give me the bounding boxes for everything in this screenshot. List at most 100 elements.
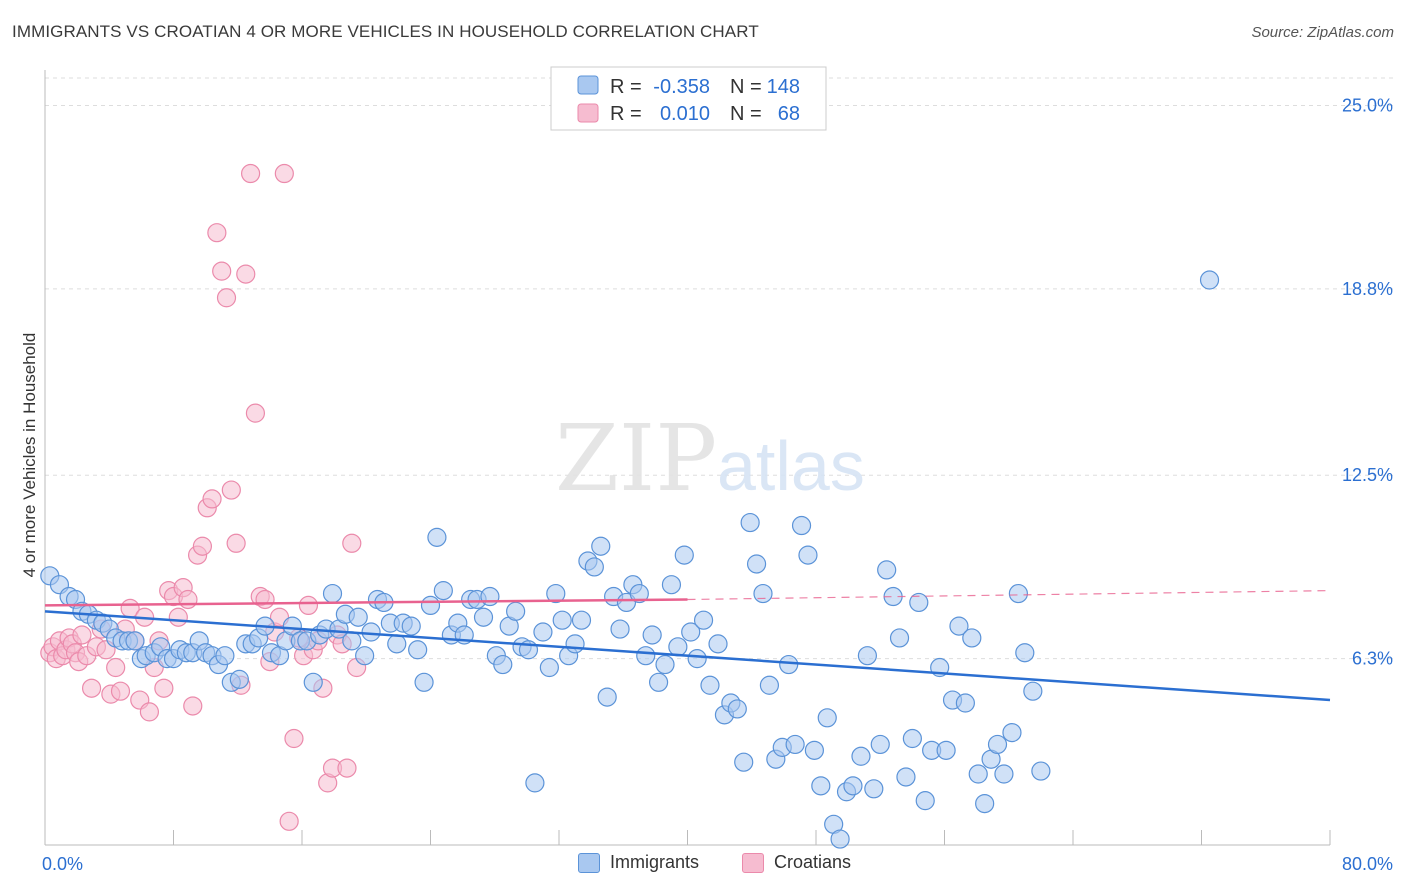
immigrants-point (661, 575, 682, 595)
croatians-point (274, 163, 294, 184)
immigrants-point (1002, 722, 1022, 743)
immigrants-point (229, 669, 249, 689)
immigrants-point (480, 586, 500, 607)
croatians-point (81, 678, 102, 698)
croatians-point (245, 403, 266, 423)
legend-item-immigrants[interactable]: Immigrants (578, 852, 699, 873)
immigrants-point (1015, 643, 1035, 663)
croatians-point (255, 589, 275, 610)
immigrants-point (968, 764, 988, 784)
axes (44, 70, 1331, 846)
immigrants-point (1031, 761, 1051, 781)
trend-lines (44, 590, 1331, 702)
immigrants-point (975, 793, 995, 814)
immigrants-point (668, 637, 688, 657)
immigrants-point (591, 536, 611, 556)
immigrants-point (727, 699, 747, 719)
immigrants-point (734, 752, 754, 772)
immigrants-swatch (578, 852, 600, 873)
legend-n-label-1: N = (730, 76, 762, 98)
watermark-zip: ZIP (555, 405, 717, 512)
y-tick-label: 12.5% (1342, 465, 1393, 485)
legend-r-label-1: R = (610, 76, 642, 98)
immigrants-point (955, 693, 975, 713)
immigrants-point (571, 610, 592, 630)
croatians-point (110, 681, 131, 701)
immigrants-point (785, 734, 805, 755)
immigrants-point (546, 583, 566, 604)
immigrants-point (433, 581, 453, 601)
croatians-point (226, 533, 246, 553)
watermark-atlas: atlas (717, 427, 865, 505)
immigrants-point (1023, 681, 1043, 701)
immigrants-point (870, 734, 890, 755)
immigrants-point (681, 622, 701, 642)
immigrants-point (909, 592, 929, 613)
immigrants-point (414, 672, 434, 692)
immigrants-point (473, 607, 494, 627)
immigrants-point (322, 583, 343, 604)
immigrants-point (533, 622, 553, 642)
immigrants-point (642, 625, 662, 645)
immigrants-point (746, 554, 767, 574)
immigrants-point (420, 595, 441, 616)
croatians-point (192, 536, 213, 556)
immigrants-point (962, 628, 982, 648)
immigrants-point (565, 634, 585, 654)
croatians-points (40, 163, 367, 831)
legend-label-croatians: Croatians (774, 852, 852, 872)
croatians-point (284, 728, 304, 749)
legend-label-immigrants: Immigrants (610, 852, 700, 872)
immigrants-point (215, 646, 235, 666)
series-legend: Immigrants Croatians (0, 852, 1406, 878)
immigrants-point (282, 616, 302, 636)
immigrants-point (552, 610, 572, 630)
immigrants-point (864, 779, 884, 799)
croatians-point (279, 811, 299, 831)
croatians-point (183, 696, 203, 716)
x-tick-label-max: 80.0% (1342, 854, 1393, 874)
immigrants-point (1008, 583, 1028, 604)
legend-swatch-croatians (577, 103, 599, 123)
chart-title: IMMIGRANTS VS CROATIAN 4 OR MORE VEHICLE… (12, 22, 759, 41)
immigrants-point (361, 622, 381, 642)
croatians-point (154, 678, 174, 698)
immigrants-point (693, 610, 714, 630)
immigrants-point (342, 631, 362, 651)
croatians-point (216, 288, 237, 308)
immigrants-point (687, 649, 707, 669)
immigrants-point (387, 634, 407, 654)
immigrants-points (40, 270, 1220, 849)
immigrants-point (303, 672, 323, 692)
croatians-point (236, 264, 256, 284)
immigrants-point (655, 654, 675, 675)
x-tick-labels: 0.0% 80.0% (42, 854, 1393, 874)
legend-item-croatians[interactable]: Croatians (742, 852, 851, 873)
immigrants-point (791, 515, 812, 536)
croatians-point (342, 533, 362, 553)
immigrants-point (798, 545, 818, 565)
source-label: Source: ZipAtlas.com (1251, 24, 1394, 41)
immigrants-point (708, 634, 728, 654)
correlation-legend: R = -0.358 N = 148 R = 0.010 N = 68 (550, 66, 827, 131)
legend-r-label-2: R = (610, 103, 642, 125)
immigrants-point (525, 773, 545, 793)
immigrants-trend-line (44, 610, 1331, 702)
immigrants-point (811, 776, 831, 796)
immigrants-point (401, 616, 421, 636)
immigrants-point (779, 654, 799, 675)
legend-n-value-2: 68 (778, 103, 800, 125)
immigrants-point (648, 672, 669, 692)
immigrants-point (817, 708, 837, 728)
croatians-point (106, 657, 126, 678)
croatians-point (207, 223, 227, 243)
immigrants-point (125, 631, 145, 651)
immigrants-point (427, 527, 447, 547)
immigrants-point (889, 628, 910, 648)
immigrants-point (843, 776, 863, 796)
immigrants-point (674, 545, 694, 565)
y-tick-label: 18.8% (1342, 279, 1393, 299)
immigrants-point (408, 640, 428, 660)
immigrants-point (987, 734, 1008, 755)
legend-swatch-immigrants (577, 75, 599, 95)
